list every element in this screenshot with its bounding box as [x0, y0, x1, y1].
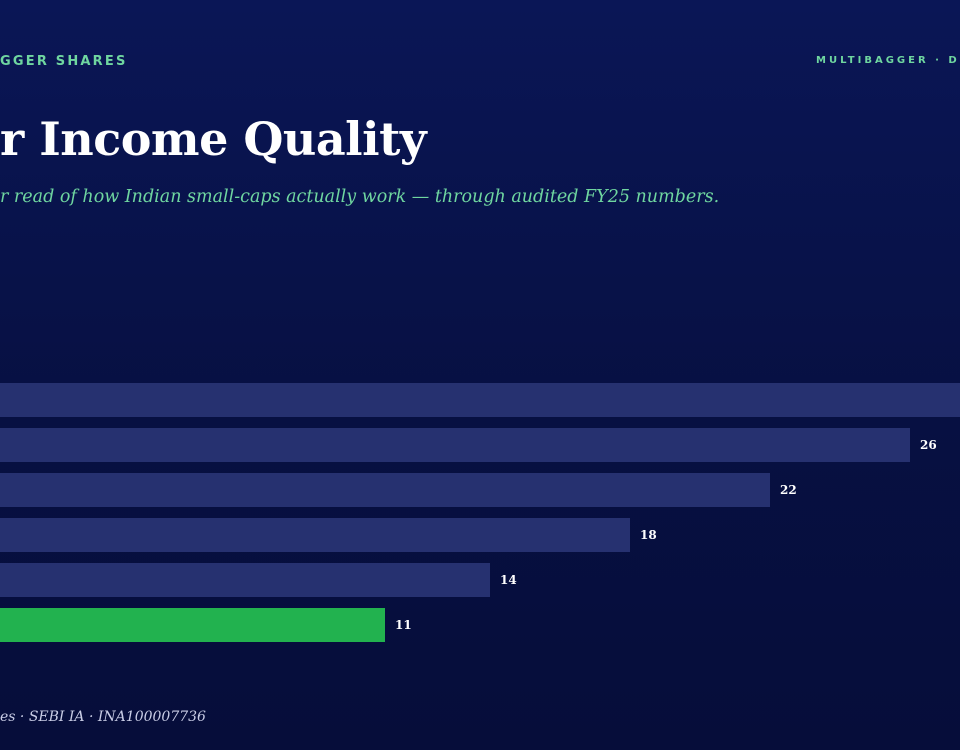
bar-value-label: 26	[920, 438, 937, 452]
bar-highlight	[0, 608, 385, 642]
bar	[0, 518, 630, 552]
bar-value-label: 18	[640, 528, 657, 542]
bar-value-label: 22	[780, 483, 797, 497]
bar-value-label: 14	[500, 573, 517, 587]
bar	[0, 473, 770, 507]
page-subtitle: r read of how Indian small-caps actually…	[0, 187, 720, 207]
bar	[0, 428, 910, 462]
header-brand-text: GGER SHARES	[0, 54, 128, 69]
header-series-text: MULTIBAGGER · D	[816, 55, 960, 66]
footer-disclaimer: es · SEBI IA · INA100007736	[0, 709, 206, 725]
bar	[0, 563, 490, 597]
page-title: r Income Quality	[0, 112, 427, 166]
bar-value-label: 11	[395, 618, 412, 632]
bar	[0, 383, 960, 417]
